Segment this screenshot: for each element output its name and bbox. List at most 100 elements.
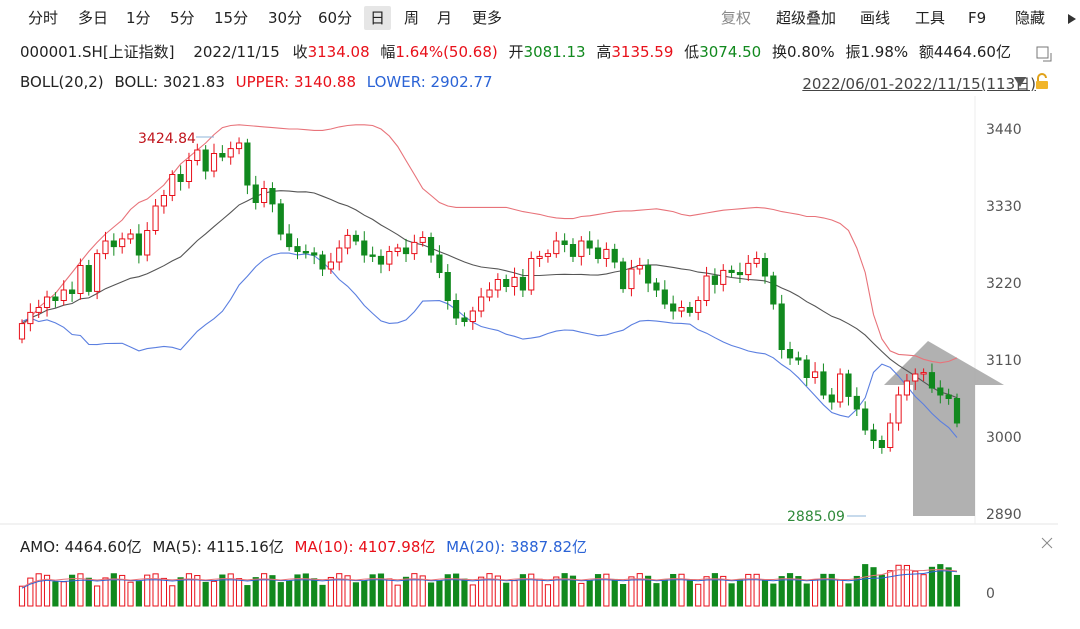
candle-down	[770, 275, 777, 305]
boll-upper-line	[21, 124, 958, 364]
y-tick-label: 3220	[986, 276, 1022, 292]
volume-bar	[461, 578, 468, 607]
amo-value: 4464.60亿	[64, 538, 142, 556]
volume-bar	[778, 576, 785, 607]
candle-up	[210, 153, 218, 172]
volume-bar	[862, 564, 869, 607]
ma20-label: MA(20):	[446, 538, 506, 556]
volume-bar	[311, 578, 318, 607]
volume-bar	[294, 574, 301, 607]
f9-button[interactable]: F9	[968, 9, 987, 27]
period-tab-1min[interactable]: 1分	[126, 9, 151, 27]
candle-up	[912, 373, 919, 382]
volume-bar	[327, 576, 334, 607]
candle-down	[586, 240, 593, 249]
candle-up	[903, 380, 910, 396]
boll-label[interactable]: BOLL(20,2)	[20, 73, 104, 91]
change-label: 幅	[380, 43, 396, 61]
volume-bar	[402, 576, 410, 607]
volume-bar	[494, 575, 501, 607]
volume-bar	[286, 580, 293, 607]
triangle-right-icon[interactable]	[1068, 14, 1076, 24]
candle-up	[102, 240, 109, 255]
volume-bar	[336, 573, 343, 607]
candle-up	[528, 258, 535, 291]
candle-down	[453, 300, 460, 319]
candle-up	[511, 276, 518, 287]
volume-bar	[770, 583, 777, 607]
expand-icon[interactable]	[1036, 46, 1052, 62]
period-tab-month[interactable]: 月	[437, 9, 453, 27]
candle-down	[937, 387, 944, 396]
candle-down	[736, 272, 744, 276]
volume-bar	[853, 575, 860, 607]
volume-ma-line	[21, 570, 958, 589]
volume-bar	[720, 575, 727, 607]
hide-button[interactable]: 隐藏	[1015, 9, 1046, 27]
volume-bar	[27, 577, 34, 607]
tools-button[interactable]: 工具	[915, 9, 946, 27]
y-tick-label: 3440	[986, 122, 1022, 138]
kline-chart[interactable]: 3440 3330 3220 3110 3000 2890 3424.84 2885.09	[0, 96, 1080, 526]
volume-bar	[878, 574, 885, 607]
candle-up	[127, 233, 134, 240]
candle-up	[486, 289, 493, 298]
volume-bar	[645, 575, 652, 607]
volume-bar	[144, 574, 151, 607]
change-value: 1.64%(50.68)	[395, 43, 498, 61]
draw-line-button[interactable]: 画线	[860, 9, 891, 27]
volume-bar	[895, 564, 902, 607]
volume-bar	[728, 583, 735, 607]
volume-bar	[594, 574, 602, 607]
volume-bar	[119, 574, 126, 607]
volume-bar	[828, 573, 835, 607]
volume-bar	[619, 584, 627, 607]
volume-bar	[227, 573, 234, 607]
super-overlay-button[interactable]: 超级叠加	[776, 9, 837, 27]
period-tab-multiday[interactable]: 多日	[78, 9, 109, 27]
ma10-value: 4107.98亿	[358, 538, 436, 556]
candle-up	[27, 311, 34, 325]
lock-icon[interactable]	[1034, 73, 1050, 90]
candle-up	[411, 241, 418, 255]
candle-down	[252, 184, 259, 203]
volume-bar	[753, 573, 760, 607]
candle-up	[636, 265, 643, 270]
volume-bar	[18, 585, 26, 607]
candle-down	[594, 247, 602, 259]
period-tab-60min[interactable]: 60分	[318, 9, 353, 27]
period-toolbar: 分时 多日 1分 5分 15分 30分 60分 日 周 月 更多 复权 超级叠加…	[0, 0, 1080, 34]
volume-chart[interactable]: 0	[0, 556, 1080, 608]
volume-bar	[361, 580, 368, 607]
candlestick-series	[18, 137, 961, 454]
close-panel-icon[interactable]	[1041, 537, 1053, 549]
candle-up	[811, 371, 819, 378]
volume-bar	[519, 574, 526, 607]
period-tab-fenshi[interactable]: 分时	[28, 9, 59, 27]
close-label: 收	[292, 43, 308, 61]
volume-bar	[703, 576, 710, 607]
candle-down	[778, 303, 785, 350]
period-tab-more[interactable]: 更多	[472, 9, 503, 27]
restore-rights-button[interactable]: 复权	[721, 9, 752, 27]
candle-up	[160, 195, 168, 207]
volume-bar	[194, 575, 201, 607]
period-tab-day[interactable]: 日	[364, 6, 392, 30]
period-tab-week[interactable]: 周	[404, 9, 420, 27]
date-range-selector[interactable]: 2022/06/01-2022/11/15(113日)	[802, 75, 1036, 93]
dropdown-triangle-icon[interactable]	[1014, 77, 1026, 87]
volume-header: AMO: 4464.60亿 MA(5): 4115.16亿 MA(10): 41…	[20, 536, 587, 557]
volume-bar	[394, 584, 401, 607]
period-tab-5min[interactable]: 5分	[170, 9, 195, 27]
candle-down	[302, 251, 309, 254]
boll-upper-value: 3140.88	[293, 73, 357, 91]
high-annotation: 3424.84	[138, 131, 196, 147]
period-tab-15min[interactable]: 15分	[214, 9, 249, 27]
candle-down	[461, 317, 468, 322]
period-tab-30min[interactable]: 30分	[268, 9, 303, 27]
volume-bar	[369, 574, 376, 607]
candle-down	[352, 234, 360, 242]
index-code: 000001.SH[上证指数]	[20, 43, 175, 61]
volume-bar	[169, 585, 176, 607]
open-label: 开	[508, 43, 524, 61]
